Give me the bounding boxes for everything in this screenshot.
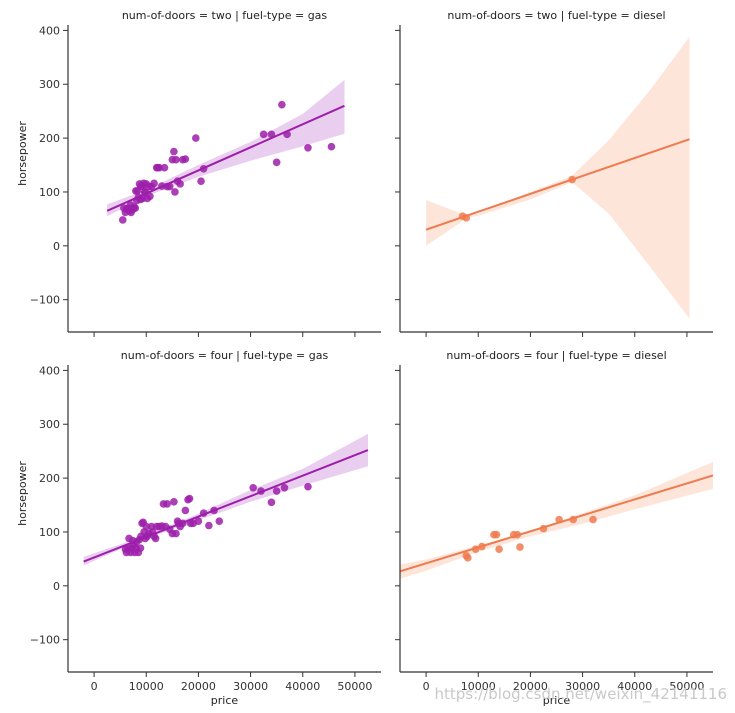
x-axis-title: price — [211, 694, 239, 707]
data-point — [181, 506, 190, 515]
y-tick-label: 300 — [39, 418, 60, 431]
data-point — [171, 188, 179, 196]
data-point — [192, 134, 200, 142]
data-point — [462, 214, 471, 222]
data-point — [181, 155, 190, 163]
data-point — [555, 515, 563, 524]
data-point — [178, 519, 187, 528]
data-point — [150, 179, 158, 188]
data-point — [210, 506, 218, 515]
data-point — [283, 130, 291, 139]
data-point — [471, 545, 480, 553]
panel-4: 0 10000 20000 30000 40000 50000 num-of-doors =… — [395, 349, 714, 707]
y-tick-label: 0 — [53, 580, 60, 593]
y-tick-label: 100 — [39, 526, 60, 539]
data-point — [194, 517, 203, 525]
data-point — [464, 554, 472, 562]
data-point — [278, 100, 286, 109]
data-point — [259, 130, 268, 139]
data-point — [176, 180, 184, 188]
data-point — [492, 530, 501, 539]
data-point — [267, 498, 276, 507]
data-point — [280, 484, 289, 492]
x-tick-label: 20000 — [513, 680, 548, 693]
data-point — [118, 216, 127, 224]
data-point — [304, 144, 312, 152]
x-tick-label: 0 — [91, 680, 98, 693]
data-point — [272, 487, 281, 495]
data-point — [495, 545, 503, 553]
data-point — [151, 534, 160, 543]
panel-title: num-of-doors = two | fuel-type = gas — [122, 9, 328, 22]
data-point — [170, 498, 178, 506]
y-tick-label: 100 — [39, 186, 60, 199]
data-point — [163, 500, 171, 508]
data-point — [568, 175, 576, 184]
confidence-band — [107, 79, 345, 217]
data-point — [589, 515, 597, 524]
data-point — [160, 163, 169, 172]
x-tick-label: 40000 — [617, 680, 652, 693]
x-tick-label: 30000 — [565, 680, 600, 693]
data-point — [142, 522, 151, 531]
data-point — [513, 530, 522, 539]
panel-1: −100 0 100 200 300 400 num-of-doors = two | fu… — [16, 9, 381, 337]
y-tick-label: 400 — [39, 364, 60, 377]
panel-3: −100 0 100 200 300 400 0 10000 20000 30000 40000 50… — [16, 349, 381, 707]
data-point — [304, 482, 312, 491]
y-tick-label: 200 — [39, 132, 60, 145]
data-point — [272, 158, 281, 167]
y-axis-title: horsepower — [16, 121, 29, 186]
x-tick-label: 10000 — [129, 680, 164, 693]
data-point — [185, 494, 194, 503]
data-point — [215, 517, 224, 525]
confidence-band — [426, 36, 690, 319]
y-tick-label: 300 — [39, 78, 60, 91]
regression-line — [425, 138, 690, 231]
data-point — [267, 130, 276, 139]
x-tick-label: 50000 — [337, 680, 372, 693]
y-axis-title: horsepower — [16, 461, 29, 526]
y-tick-label: 0 — [53, 240, 60, 253]
data-point — [199, 509, 208, 517]
data-point — [539, 524, 548, 533]
regression-line — [399, 474, 714, 573]
panel-title: num-of-doors = two | fuel-type = diesel — [447, 9, 665, 22]
data-point — [478, 542, 486, 551]
panel-2: num-of-doors = two | fuel-type = diesel — [395, 9, 713, 337]
x-axis-title: price — [543, 694, 571, 707]
x-tick-label: 50000 — [669, 680, 704, 693]
data-point — [249, 484, 257, 492]
y-tick-label: 400 — [39, 24, 60, 37]
data-point — [165, 182, 174, 191]
y-tick-label: −100 — [30, 294, 60, 307]
data-point — [199, 165, 208, 173]
data-point — [257, 487, 265, 495]
data-point — [146, 192, 154, 201]
data-point — [205, 521, 213, 530]
data-point — [569, 515, 577, 524]
data-point — [172, 155, 180, 164]
data-point — [136, 544, 145, 552]
data-point — [327, 142, 336, 151]
data-point — [155, 163, 164, 172]
watermark: https://blog.csdn.net/weixin_42141116 — [434, 685, 727, 703]
x-tick-label: 0 — [423, 680, 430, 693]
x-tick-label: 40000 — [285, 680, 320, 693]
data-point — [516, 543, 524, 551]
data-point — [172, 529, 180, 538]
panel-title: num-of-doors = four | fuel-type = diesel — [446, 349, 666, 362]
data-point — [197, 177, 205, 185]
x-tick-label: 10000 — [461, 680, 496, 693]
data-point — [170, 147, 178, 156]
panel-title: num-of-doors = four | fuel-type = gas — [121, 349, 329, 362]
data-point — [131, 204, 140, 212]
x-tick-label: 20000 — [181, 680, 216, 693]
x-tick-label: 30000 — [233, 680, 268, 693]
y-tick-label: −100 — [30, 634, 60, 647]
y-tick-label: 200 — [39, 472, 60, 485]
